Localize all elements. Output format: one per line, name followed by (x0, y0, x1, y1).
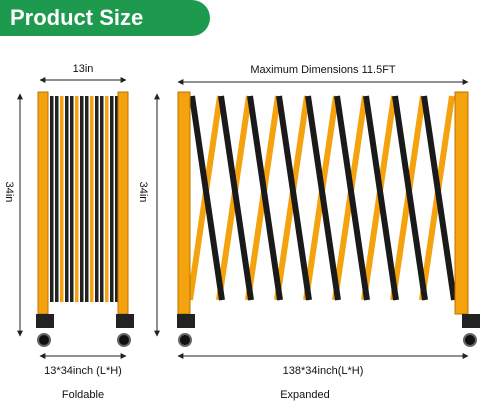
width-label: Maximum Dimensions 11.5FT (250, 64, 396, 76)
title: Product Size (10, 5, 143, 30)
caster-base (177, 314, 195, 328)
slat (50, 96, 54, 302)
post (37, 91, 49, 315)
lattice-bar (334, 95, 370, 301)
slat (90, 96, 94, 302)
lattice-bar (392, 95, 428, 301)
lattice-bar (363, 95, 399, 301)
wheel (178, 333, 192, 347)
caster-base (116, 314, 134, 328)
caption: Expanded (280, 389, 330, 401)
post (454, 91, 469, 315)
lattice-bar (305, 95, 341, 301)
wheel (37, 333, 51, 347)
post (117, 91, 129, 315)
caption: Foldable (62, 389, 104, 401)
lattice-bar (276, 95, 312, 301)
slat (80, 96, 84, 302)
slat (60, 96, 64, 302)
slat (105, 96, 109, 302)
caster-base (462, 314, 480, 328)
size-label: 138*34inch(L*H) (283, 365, 364, 377)
caster-base (36, 314, 54, 328)
lattice-bar (247, 95, 283, 301)
slat (110, 96, 114, 302)
post (177, 91, 191, 315)
slat (85, 96, 89, 302)
foldable-gate (36, 91, 134, 347)
slat (115, 96, 119, 302)
height-label: 34in (3, 182, 15, 203)
lattice-bar (421, 95, 457, 301)
slat (55, 96, 59, 302)
wheel (117, 333, 131, 347)
title-banner (0, 0, 210, 36)
slat (65, 96, 69, 302)
slat (70, 96, 74, 302)
expanded-gate (177, 91, 480, 347)
slat (95, 96, 99, 302)
lattice-bar (189, 95, 225, 301)
size-label: 13*34inch (L*H) (44, 365, 122, 377)
slat (100, 96, 104, 302)
width-label: 13in (73, 63, 94, 75)
slat (75, 96, 79, 302)
wheel (463, 333, 477, 347)
height-label: 34in (137, 182, 149, 203)
lattice-bar (218, 95, 254, 301)
